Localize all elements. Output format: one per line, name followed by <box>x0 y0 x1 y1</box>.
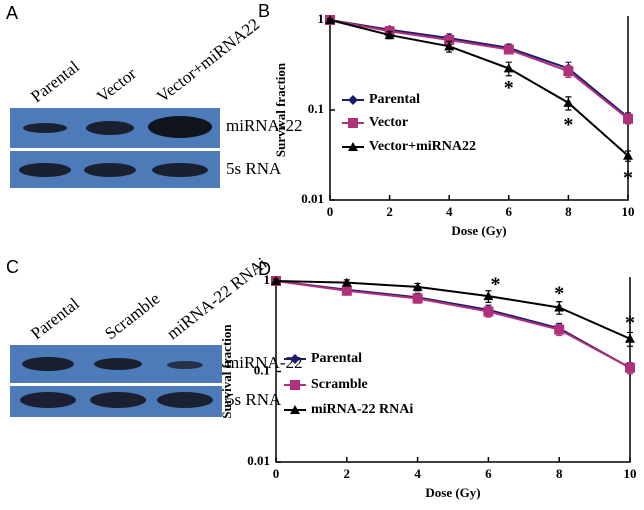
legend-marker <box>290 380 300 390</box>
marker <box>271 276 281 285</box>
marker <box>444 41 455 51</box>
marker <box>412 281 423 291</box>
series-line <box>329 19 629 157</box>
marker <box>483 291 494 301</box>
marker <box>554 324 565 335</box>
y-tick-label: 0.01 <box>247 453 270 468</box>
lane-label: Vector <box>93 64 140 106</box>
legend-label: Parental <box>369 92 420 107</box>
panel-letter: A <box>6 3 18 23</box>
band-label: 5s RNA <box>226 159 282 178</box>
annotation: * <box>623 167 633 189</box>
annotation: * <box>563 114 573 136</box>
lane-label: miRNA-22 RNAi <box>163 253 271 343</box>
panel-letter: C <box>6 257 19 277</box>
legend-marker <box>348 118 358 128</box>
x-tick-label: 0 <box>273 466 280 481</box>
legend-marker <box>290 405 300 414</box>
band <box>19 163 71 177</box>
annotation: * <box>490 274 500 296</box>
marker <box>623 113 633 124</box>
band <box>86 121 134 135</box>
x-tick-label: 2 <box>386 204 393 219</box>
panel-letter: B <box>258 1 270 21</box>
y-tick-label: 1 <box>318 11 325 26</box>
band-label: 5s RNA <box>226 390 282 409</box>
band-label: miRNA-22 <box>226 116 303 135</box>
lane-label: Parental <box>27 57 83 106</box>
series-line <box>275 280 631 369</box>
marker <box>554 302 565 312</box>
x-tick-label: 4 <box>414 466 421 481</box>
marker <box>444 34 455 45</box>
legend-label: Scramble <box>311 377 368 392</box>
legend-marker <box>290 354 300 364</box>
x-tick-label: 0 <box>327 204 334 219</box>
marker <box>623 150 633 160</box>
annotation: * <box>504 77 514 99</box>
x-tick-label: 2 <box>344 466 351 481</box>
series-line <box>329 19 629 119</box>
y-tick-label: 0.01 <box>301 191 324 206</box>
band <box>90 392 146 408</box>
marker <box>625 333 635 343</box>
band <box>20 392 76 408</box>
lane-label: Scramble <box>101 289 163 343</box>
legend-marker <box>348 142 358 151</box>
x-axis-label: Dose (Gy) <box>425 485 480 500</box>
x-axis-label: Dose (Gy) <box>451 223 506 238</box>
series-line <box>275 280 631 340</box>
band <box>84 163 136 177</box>
marker <box>563 97 574 107</box>
lane-label: Vector+miRNA22 <box>153 14 263 106</box>
series-line <box>329 19 629 120</box>
marker <box>341 277 352 287</box>
x-tick-label: 4 <box>446 204 453 219</box>
marker <box>341 285 352 296</box>
marker <box>412 293 423 304</box>
legend-marker <box>348 95 358 105</box>
legend-label: Vector <box>369 115 408 130</box>
x-tick-label: 6 <box>485 466 492 481</box>
band <box>23 123 67 133</box>
panel-letter: D <box>258 259 271 279</box>
band <box>148 116 212 138</box>
annotation: * <box>625 312 635 334</box>
band <box>167 361 203 369</box>
marker <box>483 306 494 317</box>
legend-label: Parental <box>311 351 362 366</box>
band <box>22 357 74 371</box>
x-tick-label: 6 <box>506 204 513 219</box>
band <box>94 358 142 370</box>
band-label: miRNA-22 <box>226 353 303 372</box>
axis-box <box>329 16 629 201</box>
x-tick-label: 10 <box>622 204 635 219</box>
x-tick-label: 8 <box>556 466 563 481</box>
y-axis-label: Survival fraction <box>273 62 288 157</box>
y-tick-label: 1 <box>264 272 271 287</box>
y-tick-label: 0.1 <box>308 101 324 116</box>
x-tick-label: 10 <box>624 466 637 481</box>
legend-label: miRNA-22 RNAi <box>311 402 413 417</box>
marker <box>384 30 395 40</box>
x-tick-label: 8 <box>565 204 572 219</box>
y-tick-label: 0.1 <box>254 362 270 377</box>
marker <box>325 15 335 24</box>
marker <box>625 362 635 373</box>
marker <box>503 63 514 73</box>
band <box>152 163 208 177</box>
annotation: * <box>554 283 564 305</box>
lane-label: Parental <box>27 294 83 343</box>
marker <box>503 44 514 55</box>
y-axis-label: Survival fraction <box>219 324 234 419</box>
marker <box>563 66 574 77</box>
band <box>157 392 213 408</box>
legend-label: Vector+miRNA22 <box>369 139 476 154</box>
